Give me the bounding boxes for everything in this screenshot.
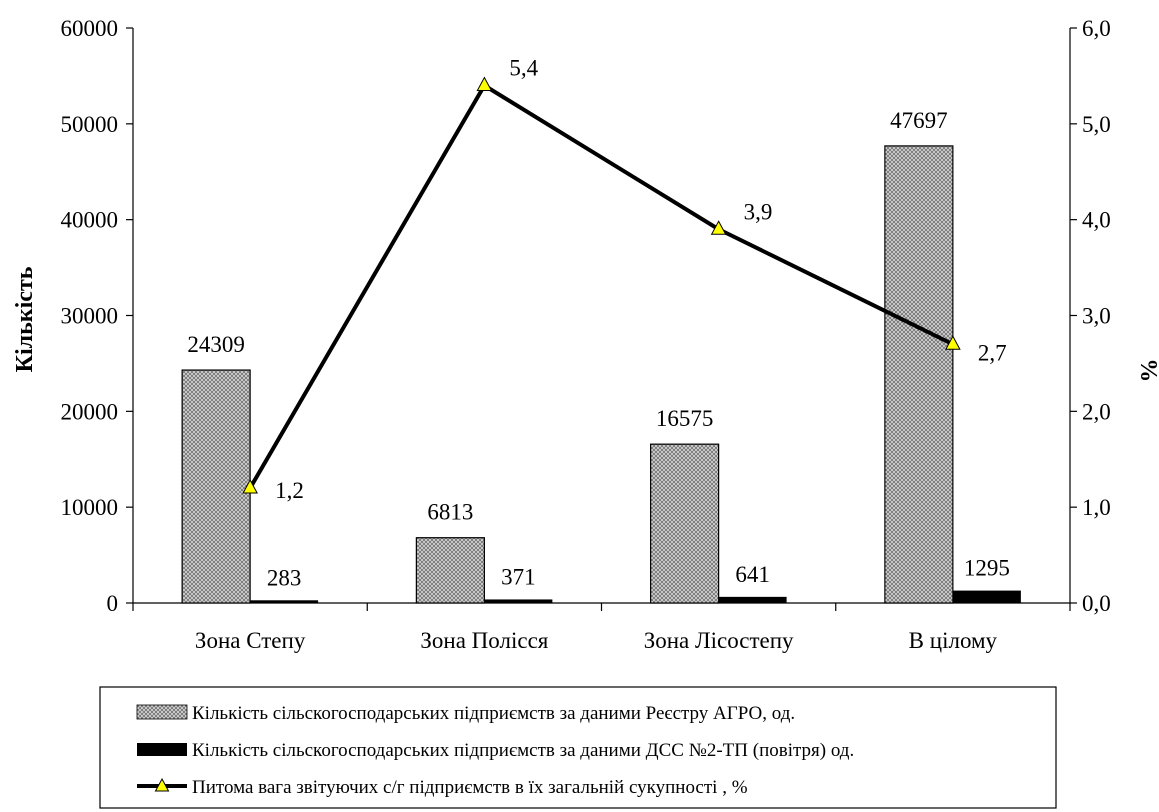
bar-agro-value-label: 24309 bbox=[187, 332, 245, 357]
y-left-tick-label: 60000 bbox=[61, 16, 119, 41]
bar-dss-value-label: 283 bbox=[267, 565, 302, 590]
y-left-tick-label: 0 bbox=[107, 591, 119, 616]
bar-dss bbox=[952, 590, 1021, 603]
legend-label-share: Питома вага звітуючих с/г підприємств в … bbox=[192, 777, 748, 798]
line-share-value-label: 1,2 bbox=[275, 478, 304, 503]
legend-swatch-dss bbox=[137, 743, 187, 756]
y-right-tick-label: 6,0 bbox=[1082, 16, 1111, 41]
y-right-tick-label: 5,0 bbox=[1082, 112, 1111, 137]
y-left-tick-label: 30000 bbox=[61, 304, 119, 329]
line-share-marker bbox=[945, 335, 961, 350]
line-share-marker bbox=[476, 76, 493, 91]
x-category-label: Зона Лісостепу bbox=[644, 628, 794, 653]
bar-agro-value-label: 16575 bbox=[656, 406, 714, 431]
y-right-tick-label: 0,0 bbox=[1082, 591, 1111, 616]
line-share bbox=[248, 83, 954, 490]
legend-item-share: Питома вага звітуючих с/г підприємств в … bbox=[137, 777, 748, 798]
bar-agro-value-label: 47697 bbox=[890, 108, 948, 133]
bar-dss-value-label: 371 bbox=[501, 564, 536, 589]
legend-swatch-agro bbox=[136, 704, 188, 720]
legend-label-agro: Кількість сільскогосподарських підприємс… bbox=[192, 703, 795, 724]
y-left-tick-label: 10000 bbox=[61, 495, 119, 520]
bar-dss bbox=[250, 600, 319, 603]
legend-box bbox=[99, 686, 1057, 809]
bar-dss bbox=[718, 596, 787, 603]
bar-agro bbox=[650, 443, 720, 604]
bar-agro bbox=[181, 369, 251, 604]
x-category-label: Зона Степу bbox=[195, 628, 306, 653]
line-share-marker bbox=[710, 220, 727, 235]
line-share-marker bbox=[242, 478, 258, 494]
line-share-value-label: 3,9 bbox=[744, 199, 773, 224]
y-left-tick-label: 20000 bbox=[61, 399, 119, 424]
x-category-label: Зона Полісся bbox=[420, 628, 548, 653]
bar-dss-value-label: 1295 bbox=[964, 556, 1010, 581]
y-axis-title-left: Кількість bbox=[12, 266, 38, 372]
y-right-tick-label: 1,0 bbox=[1082, 495, 1111, 520]
legend-item-dss: Кількість сільскогосподарських підприємс… bbox=[137, 740, 854, 761]
line-share-value-label: 5,4 bbox=[509, 56, 538, 81]
bar-dss-value-label: 641 bbox=[735, 562, 770, 587]
bar-dss bbox=[484, 599, 553, 603]
y-left-tick-label: 40000 bbox=[61, 208, 119, 233]
x-category-label: В цілому bbox=[909, 628, 998, 653]
y-right-tick-label: 3,0 bbox=[1082, 304, 1111, 329]
bar-agro-value-label: 6813 bbox=[427, 500, 473, 525]
y-right-tick-label: 2,0 bbox=[1082, 399, 1111, 424]
legend-swatch-share-marker bbox=[154, 777, 170, 792]
legend-label-dss: Кількість сільскогосподарських підприємс… bbox=[192, 740, 854, 761]
y-left-tick-label: 50000 bbox=[61, 112, 119, 137]
bar-agro bbox=[415, 537, 485, 604]
line-share-value-label: 2,7 bbox=[978, 340, 1007, 365]
bar-agro bbox=[884, 145, 954, 604]
plot-area: 0 10000 20000 30000 40000 50000 60000 0,0 1,0 2,0… bbox=[12, 16, 1159, 653]
legend: Кількість сільскогосподарських підприємс… bbox=[99, 686, 1057, 809]
y-right-tick-label: 4,0 bbox=[1082, 208, 1111, 233]
y-axis-title-right: % bbox=[1137, 359, 1159, 383]
legend-item-agro: Кількість сільскогосподарських підприємс… bbox=[136, 703, 795, 724]
